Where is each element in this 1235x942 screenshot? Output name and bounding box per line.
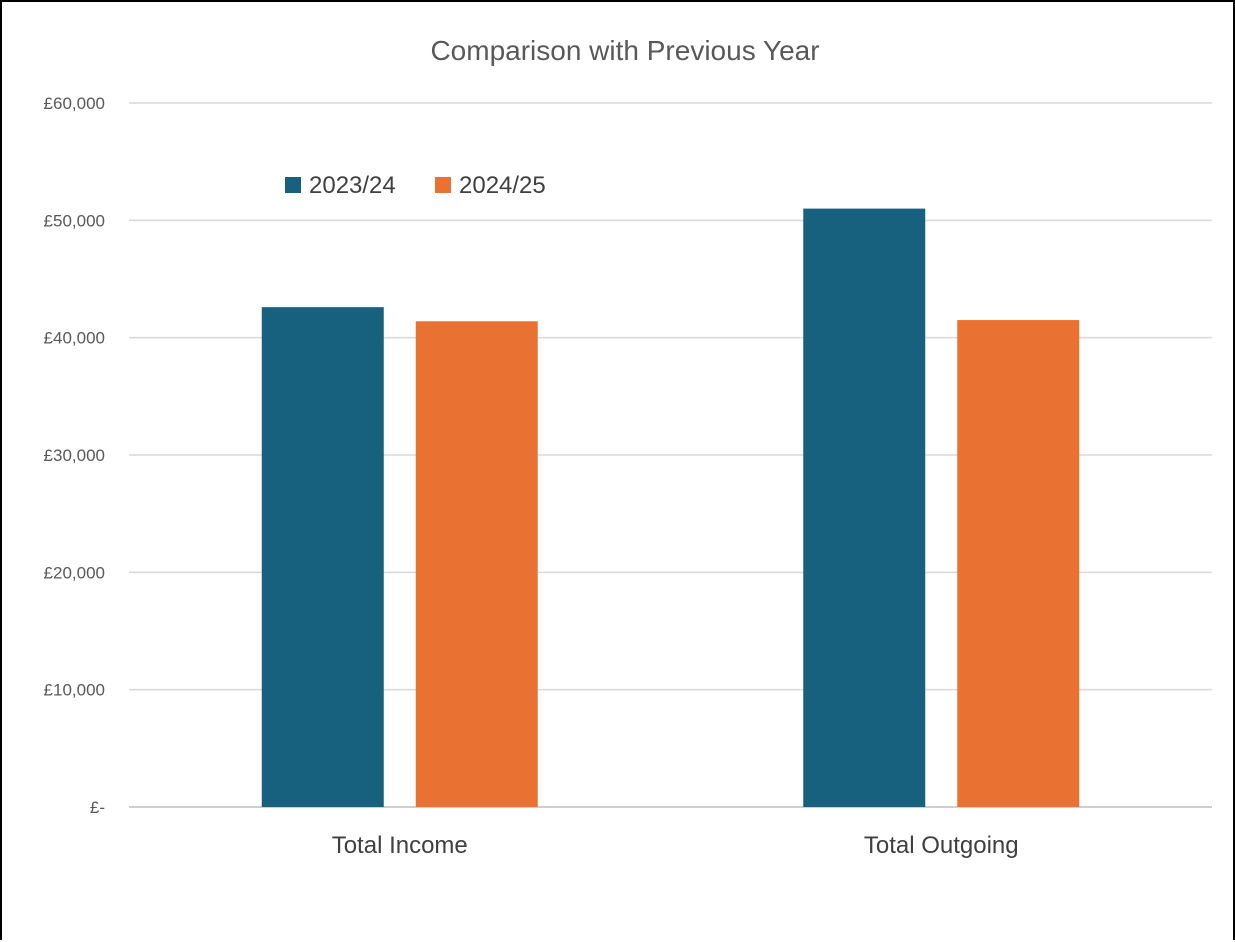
bar-2024-25-total-outgoing (957, 320, 1080, 807)
legend-label: 2024/25 (459, 172, 546, 199)
y-tick-label: £20,000 (44, 563, 105, 582)
x-axis-category-labels: Total Income Total Outgoing (332, 832, 1019, 859)
y-tick-label: £40,000 (44, 329, 105, 348)
y-tick-label: £50,000 (44, 211, 105, 230)
bar-2024-25-total-income (415, 321, 538, 807)
bar-2023-24-total-outgoing (803, 208, 926, 808)
y-tick-label: £10,000 (44, 681, 105, 700)
legend-label: 2023/24 (309, 172, 396, 199)
y-axis-tick-labels: £- £10,000 £20,000 £30,000 £40,000 £50,000 £60… (44, 94, 105, 817)
bar-layer (261, 208, 1080, 808)
bar-2023-24-total-income (261, 307, 384, 807)
legend-swatch (435, 177, 451, 193)
x-category-label: Total Outgoing (864, 832, 1019, 859)
y-tick-label: £- (90, 798, 105, 817)
y-tick-label: £30,000 (44, 446, 105, 465)
chart-title: Comparison with Previous Year (430, 35, 819, 66)
legend: 2023/24 2024/25 (285, 172, 546, 199)
x-category-label: Total Income (332, 832, 468, 859)
legend-swatch (285, 177, 301, 193)
y-tick-label: £60,000 (44, 94, 105, 113)
